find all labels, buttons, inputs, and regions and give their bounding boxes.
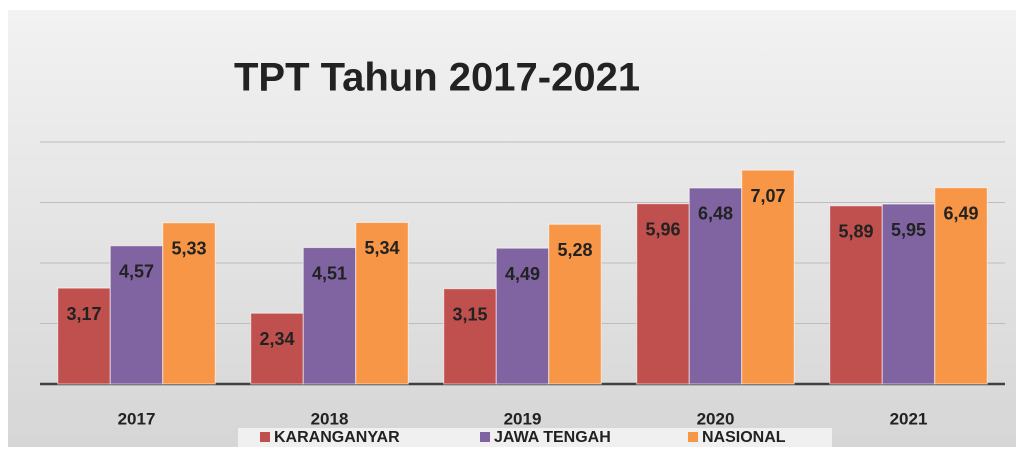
bar <box>355 221 409 385</box>
bar <box>109 245 164 385</box>
bar <box>741 169 795 385</box>
bar <box>443 288 497 385</box>
value-label: 5,28 <box>557 240 592 260</box>
legend-label: KARANGANYAR <box>274 429 400 446</box>
bar <box>162 222 216 385</box>
x-tick-label: 2020 <box>697 409 735 428</box>
x-tick-label: 2021 <box>890 409 928 428</box>
value-label: 6,49 <box>943 203 978 223</box>
bar <box>934 187 988 385</box>
bar <box>57 287 111 385</box>
bar <box>881 203 936 385</box>
value-label: 6,48 <box>698 204 733 224</box>
value-label: 4,57 <box>119 262 154 282</box>
value-label: 4,49 <box>505 264 540 284</box>
bar <box>636 203 690 385</box>
legend-swatch <box>688 432 698 442</box>
legend-swatch <box>480 432 490 442</box>
bar <box>302 247 357 385</box>
value-label: 5,33 <box>171 239 206 259</box>
x-tick-label: 2017 <box>118 409 156 428</box>
value-label: 3,17 <box>66 304 101 324</box>
value-label: 2,34 <box>259 329 294 349</box>
bar <box>548 223 602 385</box>
legend-label: NASIONAL <box>702 429 786 446</box>
value-label: 5,34 <box>364 238 399 258</box>
value-label: 5,89 <box>838 222 873 242</box>
value-label: 3,15 <box>452 304 487 324</box>
bar <box>688 187 743 385</box>
value-label: 4,51 <box>312 263 347 283</box>
value-label: 5,96 <box>645 219 680 239</box>
value-label: 7,07 <box>750 186 785 206</box>
legend-background <box>238 428 832 447</box>
x-tick-label: 2019 <box>504 409 542 428</box>
x-tick-label: 2018 <box>311 409 349 428</box>
chart-title: TPT Tahun 2017-2021 <box>234 56 640 100</box>
bar <box>495 247 550 385</box>
value-label: 5,95 <box>891 220 926 240</box>
bar <box>829 205 883 385</box>
legend-label: JAWA TENGAH <box>494 429 611 446</box>
legend-swatch <box>260 432 270 442</box>
